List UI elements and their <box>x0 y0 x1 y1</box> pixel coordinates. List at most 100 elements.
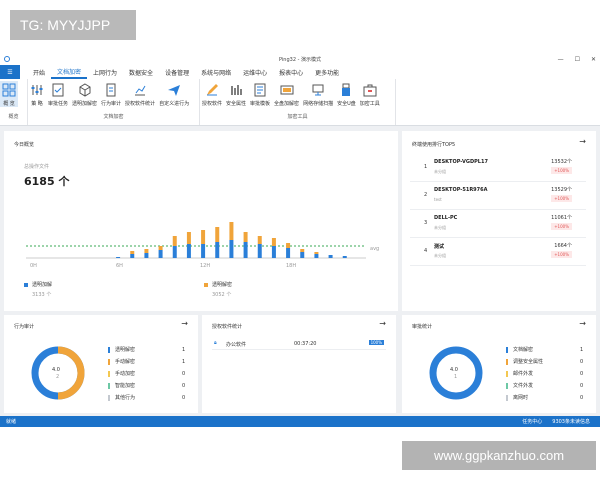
bar-decrypt <box>243 232 248 242</box>
legend-encrypt-swatch <box>24 282 28 287</box>
transparent-crypto-label: 透明加解密 <box>72 101 98 107</box>
behavior-legend-row: 其他行为 0 <box>108 394 185 401</box>
ranking-row[interactable]: 3 DELL-PC 未分组 11061个 +100% <box>410 211 586 238</box>
menu-ops-center[interactable]: 运维中心 <box>243 69 268 77</box>
overview-button[interactable]: 概 览 <box>0 81 18 107</box>
ranking-row[interactable]: 4 测试 未分组 1664个 +100% <box>410 239 586 266</box>
legend-encrypt: 透明加解 <box>24 281 52 288</box>
secure-usb-button[interactable]: 安全U盘 <box>335 81 358 107</box>
policy-button[interactable]: 策 略 <box>28 81 46 107</box>
app-logo-icon <box>4 56 10 62</box>
terminal-name: 测试 <box>434 244 445 250</box>
ribbon-group-label: 加密工具 <box>287 114 308 120</box>
bar-encrypt <box>158 250 163 258</box>
ranking-title: 终端使用排行TOP5 <box>412 142 456 148</box>
unread-messages-link[interactable]: 9303条未读信息 <box>552 419 590 425</box>
menu-start[interactable]: 开始 <box>33 69 46 77</box>
behavior-donut-sub: 2 <box>56 374 60 380</box>
custom-behavior-button[interactable]: 自定义进行为 <box>157 81 191 107</box>
behavior-legend-row: 手动加密 0 <box>108 370 185 377</box>
rank-number: 1 <box>424 164 428 170</box>
minimize-button[interactable]: — <box>557 55 564 63</box>
approval-task-button[interactable]: 审批任务 <box>46 81 70 107</box>
maximize-button[interactable]: ☐ <box>574 55 580 63</box>
bar-encrypt <box>116 257 121 258</box>
approval-template-button[interactable]: 审批模板 <box>248 81 272 107</box>
legend-encrypt-label: 透明加解 <box>32 282 53 288</box>
security-attr-label: 安全属性 <box>226 101 247 107</box>
secure-usb-label: 安全U盘 <box>337 101 356 107</box>
bar-decrypt <box>286 243 291 248</box>
software-stats-button[interactable]: 授权软件统计 <box>123 81 157 107</box>
toolbox-icon <box>363 84 377 97</box>
authorized-software-button[interactable]: 授权软件 <box>200 81 224 107</box>
behavior-legend-row: 手动解密 1 <box>108 358 185 365</box>
menu-data-security[interactable]: 数据安全 <box>129 69 154 77</box>
app-window: Ping32 - 演示模式 — ☐ ✕ ☰ 开始 文档加密 上网行为 数据安全 … <box>0 53 600 427</box>
behavior-more-arrow-icon[interactable]: → <box>181 319 188 328</box>
approval-legend-row: 邮件外发 0 <box>506 370 583 377</box>
transparent-crypto-button[interactable]: 透明加解密 <box>70 81 99 107</box>
software-percent-badge: 100% <box>368 340 384 345</box>
ribbon-group-label: 文档加密 <box>103 114 124 120</box>
menu-internet-behavior[interactable]: 上网行为 <box>93 69 118 77</box>
legend-decrypt-value: 3052 个 <box>212 292 232 298</box>
bar-decrypt <box>300 249 305 252</box>
hourly-bar-chart <box>26 222 366 259</box>
approval-template-label: 审批模板 <box>250 101 271 107</box>
file-menu-button[interactable]: ☰ <box>0 65 20 79</box>
bar-encrypt <box>314 254 319 258</box>
ranking-row[interactable]: 2 DESKTOP-51R976A test 13529个 +100% <box>410 183 586 210</box>
menu-doc-encrypt[interactable]: 文档加密 <box>51 65 88 79</box>
ranking-row[interactable]: 1 DESKTOP-VGDPL17 未分组 13532个 +100% <box>410 155 586 182</box>
terminal-group: 未分组 <box>434 253 446 258</box>
overview-subtitle: 总操作文件 <box>24 164 50 170</box>
bar-encrypt <box>201 244 206 258</box>
network-scan-label: 网络存储扫描 <box>303 101 334 107</box>
behavior-legend-row: 透明解密 1 <box>108 346 185 353</box>
close-button[interactable]: ✕ <box>590 55 596 63</box>
full-disk-button[interactable]: 全盘加解密 <box>272 81 301 107</box>
behavior-audit-title: 行为审计 <box>14 324 35 330</box>
encrypt-tools-button[interactable]: 加密工具 <box>358 81 382 107</box>
approval-legend-row: 文件外发 0 <box>506 382 583 389</box>
software-more-arrow-icon[interactable]: → <box>379 319 386 328</box>
approval-legend-row: 调整安全属性 0 <box>506 358 583 365</box>
usb-icon <box>342 83 351 96</box>
trend-badge: +100% <box>551 167 572 174</box>
custom-behavior-label: 自定义进行为 <box>159 101 190 107</box>
bar-decrypt <box>186 232 191 244</box>
behavior-legend-row: 智能加密 0 <box>108 382 185 389</box>
approval-stats-card: 审批统计 → 4.0 1 文档解密 1 调整安全属性 0 邮件外发 0 文件外发 0 离… <box>402 315 596 413</box>
ribbon-group-doc-encrypt: 策 略 审批任务 透明加解密 行为审计 授权软件统计 <box>28 79 200 125</box>
approval-more-arrow-icon[interactable]: → <box>579 319 586 328</box>
ranking-more-arrow-icon[interactable]: → <box>579 137 586 146</box>
window-title: Ping32 - 演示模式 <box>279 56 321 63</box>
behavior-audit-button[interactable]: 行为审计 <box>99 81 123 107</box>
software-time: 00:37:20 <box>294 341 317 347</box>
network-scan-button[interactable]: 网络存储扫描 <box>301 81 335 107</box>
legend-decrypt: 透明解密 <box>204 281 232 288</box>
overview-title: 今日概览 <box>14 142 35 148</box>
menu-device-management[interactable]: 设备管理 <box>165 69 190 77</box>
chart-icon <box>135 85 146 96</box>
terminal-count: 11061个 <box>551 215 572 221</box>
security-attr-button[interactable]: 安全属性 <box>224 81 248 107</box>
terminal-count: 1664个 <box>554 243 572 249</box>
legend-decrypt-swatch <box>204 282 208 287</box>
x-tick-0: 0H <box>30 263 37 269</box>
terminal-name: DESKTOP-VGDPL17 <box>434 159 488 165</box>
menu-report-center[interactable]: 报表中心 <box>279 69 304 77</box>
menu-system-network[interactable]: 系统与网络 <box>201 69 232 77</box>
bar-decrypt <box>215 227 220 242</box>
bar-decrypt <box>229 222 234 240</box>
cube-icon <box>79 83 91 97</box>
behavior-audit-card: 行为审计 → 4.0 2 透明解密 1 手动解密 1 手动加密 0 智能加密 0 其他行… <box>4 315 198 413</box>
menu-more-features[interactable]: 更多功能 <box>315 69 340 77</box>
bar-encrypt <box>172 246 177 258</box>
terminal-group: 未分组 <box>434 225 446 230</box>
bar-decrypt <box>201 230 206 244</box>
grid-icon <box>2 83 16 97</box>
task-center-link[interactable]: 任务中心 <box>522 419 543 425</box>
software-row[interactable]: 🔒︎ 办公软件 00:37:20 100% <box>212 339 386 350</box>
